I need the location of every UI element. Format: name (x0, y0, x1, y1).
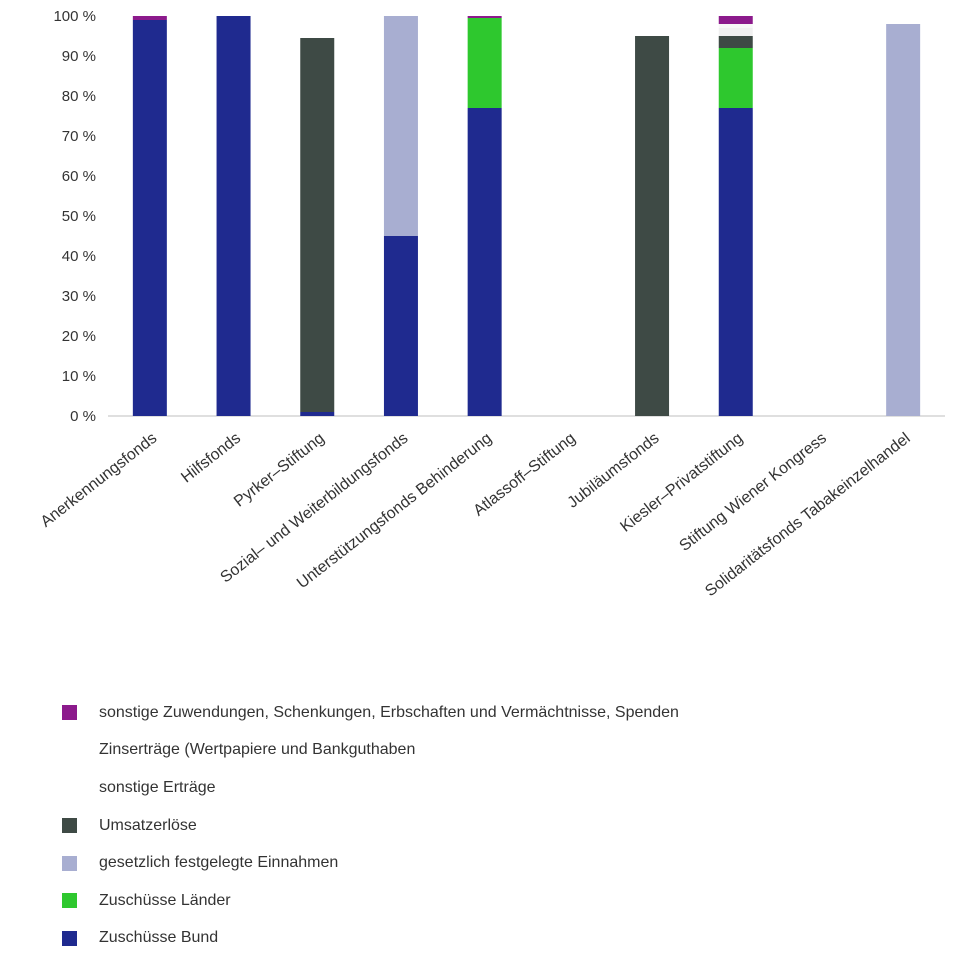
legend-label: Zuschüsse Bund (99, 929, 219, 947)
y-tick-label: 60 % (62, 168, 96, 185)
legend-item: Zuschüsse Bund (62, 920, 679, 957)
legend-swatch (62, 818, 77, 834)
bar-stacks (132, 16, 921, 416)
legend-swatch (62, 743, 77, 758)
bar-segment (467, 108, 502, 416)
chart-legend: sonstige Zuwendungen, Schenkungen, Erbsc… (62, 694, 679, 957)
y-tick-label: 40 % (62, 248, 96, 265)
legend-swatch (62, 705, 77, 721)
bar-segment (718, 24, 753, 28)
legend-label: sonstige Zuwendungen, Schenkungen, Erbsc… (99, 703, 679, 721)
legend-label: Umsatzerlöse (99, 816, 197, 834)
legend-swatch (62, 893, 77, 909)
y-tick-label: 80 % (62, 88, 96, 105)
bar-segment (383, 236, 418, 416)
y-tick-label: 90 % (62, 48, 96, 65)
x-tick-label: Hilfsfonds (178, 430, 244, 487)
legend-swatch (62, 930, 77, 946)
bar-segment (718, 16, 753, 24)
legend-item: Zuschüsse Länder (62, 882, 679, 920)
bar-segment (300, 38, 335, 412)
y-tick-label: 10 % (62, 368, 96, 385)
legend-item: gesetzlich festgelegte Einnahmen (62, 844, 679, 882)
bar-segment (300, 412, 335, 416)
legend-swatch (62, 780, 77, 795)
y-tick-label: 20 % (62, 328, 96, 345)
legend-label: gesetzlich festgelegte Einnahmen (99, 854, 339, 872)
y-tick-label: 100 % (53, 8, 96, 25)
bar-segment (383, 16, 418, 236)
y-tick-label: 50 % (62, 208, 96, 225)
x-tick-label: Anerkennungsfonds (38, 430, 161, 531)
stacked-bar-chart: 0 % 10 % 20 % 30 % 40 % 50 % 60 % 70 % 80 % 90 % 1… (38, 8, 945, 600)
y-tick-label: 0 % (70, 408, 96, 425)
bar-segment (132, 16, 167, 20)
legend-label: Zuschüsse Länder (99, 891, 231, 909)
bar-segment (718, 48, 753, 108)
bar-segment (467, 18, 502, 108)
bar-segment (132, 20, 167, 416)
legend-item: sonstige Zuwendungen, Schenkungen, Erbsc… (62, 694, 679, 732)
bar-segment (718, 28, 753, 36)
y-tick-label: 70 % (62, 128, 96, 145)
x-axis-tick-labels: Anerkennungsfonds HilfsfondsPyrker–Stiftu… (38, 430, 914, 600)
bar-segment (216, 16, 251, 416)
bar-segment (635, 36, 670, 416)
bar-segment (718, 108, 753, 416)
bar-segment (718, 36, 753, 48)
legend-item: Umsatzerlöse (62, 807, 679, 845)
legend-label: Zinserträge (Wertpapiere und Bankguthabe… (99, 741, 416, 759)
legend-item: sonstige Erträge (62, 769, 679, 807)
x-tick-label: Stiftung Wiener Kongress (676, 430, 829, 555)
bar-segment (467, 16, 502, 18)
y-tick-label: 30 % (62, 288, 96, 305)
y-axis-tick-labels: 0 % 10 % 20 % 30 % 40 % 50 % 60 % 70 % 80 % 90 % 1… (53, 8, 96, 425)
legend-item: Zinserträge (Wertpapiere und Bankguthabe… (62, 732, 679, 770)
legend-swatch (62, 855, 77, 871)
legend-label: sonstige Erträge (99, 778, 216, 796)
bar-segment (886, 24, 921, 416)
